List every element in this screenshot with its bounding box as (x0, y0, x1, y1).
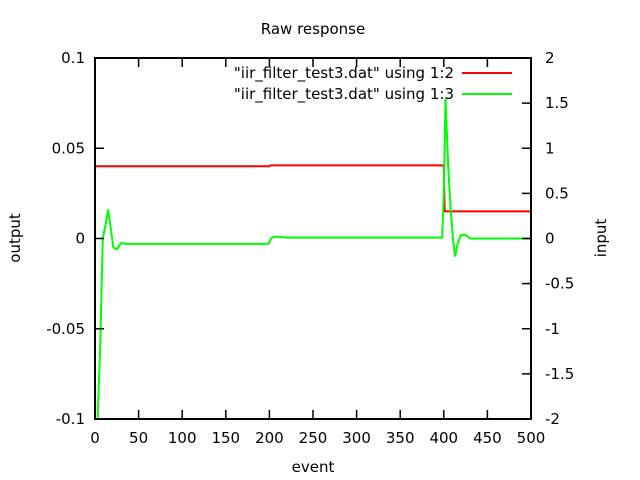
y-tick-label: -0.1 (56, 410, 85, 428)
series-layer (95, 98, 531, 419)
y-tick-label: -0.05 (46, 320, 85, 338)
series-line-2 (95, 98, 531, 419)
x-tick-label: 350 (386, 429, 415, 447)
y-tick-label: 0 (75, 230, 85, 248)
y-tick-label: 0.1 (61, 49, 85, 67)
x-tick-label: 200 (255, 429, 284, 447)
x-axis-label: event (292, 458, 335, 476)
y-tick-label: 0.05 (52, 139, 85, 157)
x-tick-label: 150 (211, 429, 240, 447)
series-line-1 (95, 164, 531, 213)
y2-tick-label: 1 (545, 139, 555, 157)
y2-tick-label: -1.5 (545, 365, 574, 383)
x-tick-label: 450 (473, 429, 502, 447)
x-tick-label: 500 (517, 429, 546, 447)
legend: "iir_filter_test3.dat" using 1:2 "iir_fil… (234, 64, 512, 104)
chart-title: Raw response (261, 20, 365, 38)
legend-label-2: "iir_filter_test3.dat" using 1:3 (234, 85, 454, 104)
y2-tick-label: 0.5 (545, 184, 569, 202)
axis-layer: 0 50 100 150 200 250 300 350 400 450 500-0.1-0.050… (46, 49, 574, 447)
y2-tick-label: -0.5 (545, 275, 574, 293)
x-tick-label: 300 (342, 429, 371, 447)
y2-axis-label: input (592, 219, 610, 258)
legend-label-1: "iir_filter_test3.dat" using 1:2 (234, 64, 454, 83)
x-tick-label: 100 (168, 429, 197, 447)
y2-tick-label: -1 (545, 320, 560, 338)
x-tick-label: 400 (429, 429, 458, 447)
y2-tick-label: -2 (545, 410, 560, 428)
y2-tick-label: 0 (545, 230, 555, 248)
y-axis-label: output (6, 213, 24, 263)
y2-tick-label: 2 (545, 49, 555, 67)
y2-tick-label: 1.5 (545, 94, 569, 112)
x-tick-label: 0 (90, 429, 100, 447)
x-tick-label: 50 (129, 429, 148, 447)
x-tick-label: 250 (299, 429, 328, 447)
